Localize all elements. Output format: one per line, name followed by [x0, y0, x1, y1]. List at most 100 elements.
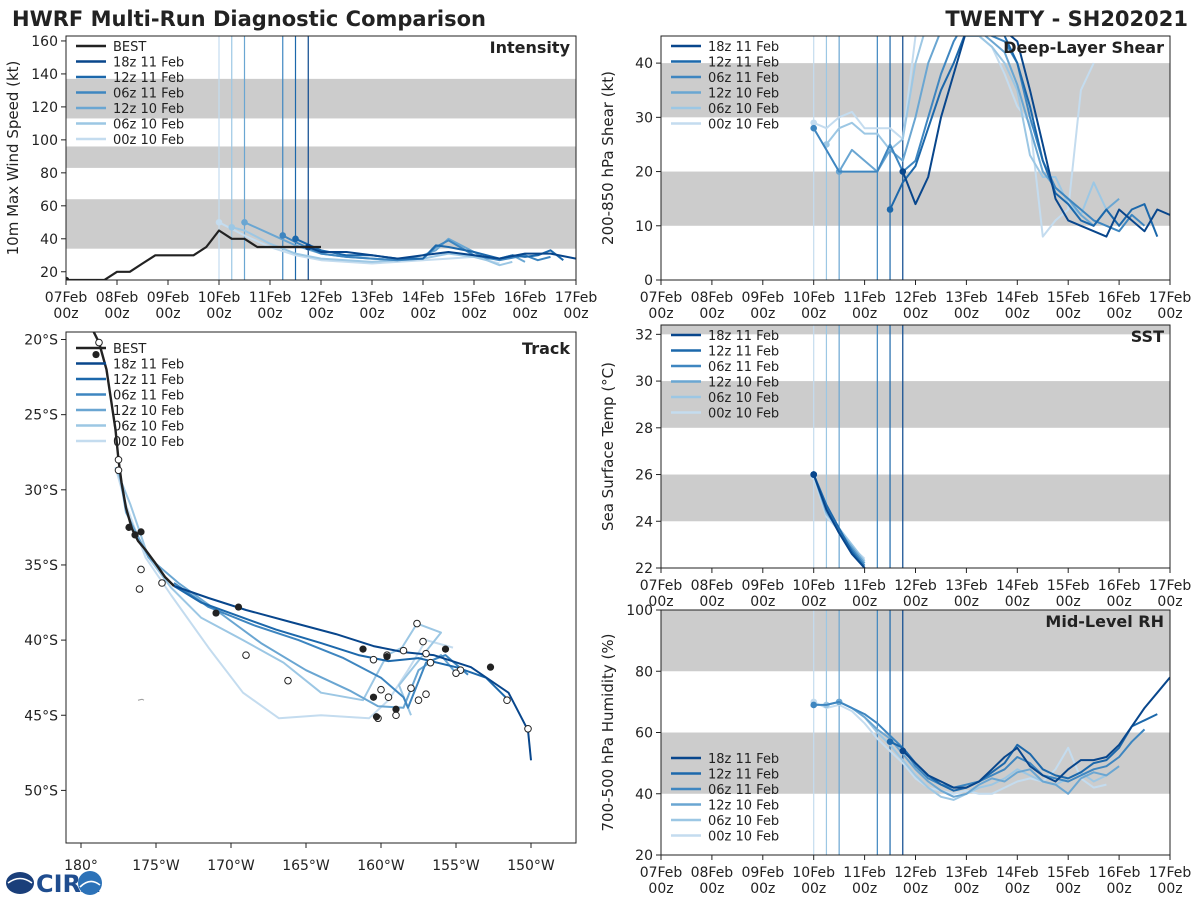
sst-xtick-label: 08Feb: [691, 578, 734, 594]
rh-xtick-label: 00z: [852, 881, 877, 897]
rh-xtick-label: 00z: [699, 881, 724, 897]
track-line: [114, 467, 454, 720]
shear-xtick-label: 08Feb: [691, 290, 734, 306]
sst-xtick-label: 00z: [801, 594, 826, 610]
rh-ytick-label: 100: [626, 603, 653, 619]
sst-ytick-label: 22: [635, 561, 653, 577]
sst-xtick-label: 14Feb: [996, 578, 1039, 594]
shear-xtick-label: 00z: [750, 306, 775, 322]
shear-legend-label: 12z 10 Feb: [708, 87, 779, 102]
rh-ytick-label: 80: [635, 664, 653, 680]
intensity-xtick-label: 00z: [104, 306, 129, 322]
track-filled-marker: [125, 523, 133, 531]
shear-ytick-label: 0: [644, 273, 653, 289]
track-filled-marker: [369, 693, 378, 701]
rh-xtick-label: 00z: [1005, 881, 1030, 897]
track-filled-marker: [359, 645, 367, 653]
intensity-init-point: [241, 218, 248, 226]
track-open-marker: [392, 711, 400, 720]
shear-xtick-label: 00z: [1157, 306, 1182, 322]
sst-band-2: [661, 325, 1170, 335]
sst-xtick-label: 00z: [750, 594, 775, 610]
sst-legend-label: 06z 11 Feb: [708, 360, 779, 375]
intensity-init-point: [228, 223, 236, 231]
sst-xtick-label: 07Feb: [640, 578, 683, 594]
shear-series-line: [889, 36, 1159, 237]
track-ytick-label: 50°S: [24, 783, 58, 799]
track-open-marker: [384, 693, 393, 702]
intensity-xtick-label: 08Feb: [96, 290, 139, 306]
sst-xtick-label: 17Feb: [1149, 578, 1192, 594]
sst-xtick-label: 00z: [1107, 594, 1132, 610]
rh-xtick-label: 00z: [648, 881, 673, 897]
globe-icon: [6, 872, 34, 894]
rh-series-line: [813, 700, 1107, 795]
track-open-marker: [426, 658, 435, 667]
track-filled-marker: [372, 713, 381, 721]
sst-series-group: [810, 471, 866, 568]
intensity-panel: 2040608010012014016007Feb00z08Feb00z09Fe…: [4, 34, 597, 322]
track-xtick-label: 180°: [64, 858, 98, 874]
rh-xtick-label: 16Feb: [1098, 865, 1141, 881]
intensity-ytick-label: 140: [31, 67, 58, 83]
track-legend-label: 06z 11 Feb: [113, 389, 184, 404]
track-xtick-label: 175°W: [132, 858, 180, 874]
intensity-xtick-label: 00z: [359, 306, 384, 322]
rh-legend-label: 00z 10 Feb: [708, 830, 779, 845]
shear-panel: 01020304007Feb00z08Feb00z09Feb00z10Feb00…: [599, 35, 1191, 322]
intensity-legend-label: 12z 11 Feb: [113, 71, 184, 86]
rh-ytick-label: 20: [635, 848, 653, 864]
rh-xtick-label: 10Feb: [792, 865, 835, 881]
intensity-ytick-label: 60: [40, 199, 58, 215]
track-open-marker: [524, 724, 532, 733]
shear-legend-label: 18z 11 Feb: [708, 40, 779, 55]
intensity-xtick-label: 00z: [257, 306, 282, 322]
intensity-xtick-label: 00z: [410, 306, 435, 322]
sst-ytick-label: 24: [635, 514, 653, 530]
shear-band-1: [661, 63, 1170, 118]
island-shape: [137, 698, 145, 701]
intensity-series-line: [66, 229, 321, 280]
satellite-badge-icon-arc: [79, 880, 101, 888]
track-open-marker: [414, 696, 423, 705]
sst-xtick-label: 15Feb: [1047, 578, 1090, 594]
sst-xtick-label: 09Feb: [741, 578, 784, 594]
track-filled-marker: [486, 663, 495, 671]
intensity-xtick-label: 00z: [53, 306, 78, 322]
rh-xtick-label: 11Feb: [843, 865, 886, 881]
rh-xtick-label: 00z: [903, 881, 928, 897]
shear-xtick-label: 00z: [852, 306, 877, 322]
shear-legend-label: 00z 10 Feb: [708, 118, 779, 133]
sst-ytick-label: 30: [635, 374, 653, 390]
track-open-marker: [407, 684, 415, 692]
sst-xtick-label: 00z: [648, 594, 673, 610]
track-ytick-label: 30°S: [24, 483, 58, 499]
track-xtick-label: 160°W: [357, 858, 405, 874]
rh-xtick-label: 00z: [1056, 881, 1081, 897]
sst-legend-label: 12z 11 Feb: [708, 345, 779, 360]
rh-xtick-label: 00z: [750, 881, 775, 897]
intensity-xtick-label: 16Feb: [504, 290, 547, 306]
sst-legend-label: 00z 10 Feb: [708, 407, 779, 422]
intensity-series-line: [218, 221, 500, 265]
intensity-ytick-label: 40: [40, 232, 58, 248]
shear-xtick-label: 11Feb: [843, 290, 886, 306]
intensity-ytick-label: 100: [31, 133, 58, 149]
shear-series-line: [901, 36, 1170, 238]
track-filled-marker: [234, 603, 243, 611]
track-legend-label: 06z 10 Feb: [113, 420, 184, 435]
intensity-ytick-label: 20: [40, 265, 58, 281]
intensity-series-line: [307, 246, 576, 260]
rh-xtick-label: 00z: [801, 881, 826, 897]
rh-init-point: [810, 701, 817, 709]
rh-xtick-label: 14Feb: [996, 865, 1039, 881]
globe-icon-arc: [7, 877, 33, 884]
track-open-marker: [422, 649, 430, 658]
track-open-marker: [137, 565, 145, 574]
sst-xtick-label: 00z: [1005, 594, 1030, 610]
track-legend-label: 12z 11 Feb: [113, 373, 184, 388]
track-ytick-label: 35°S: [24, 558, 58, 574]
intensity-xtick-label: 11Feb: [249, 290, 292, 306]
